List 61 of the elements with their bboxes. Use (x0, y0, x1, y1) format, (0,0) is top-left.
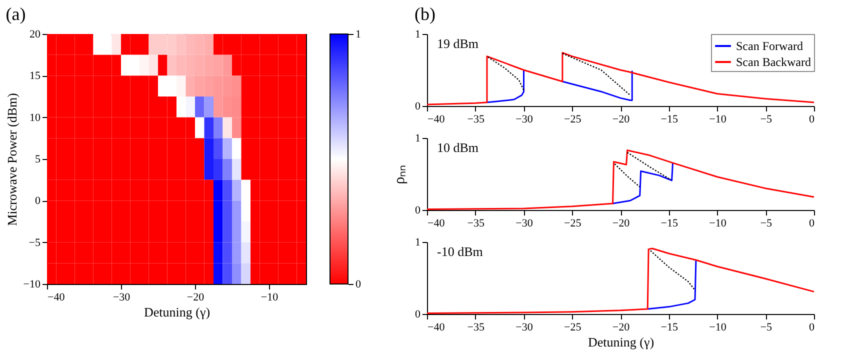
x-tick-label: −15 (660, 322, 678, 334)
x-tick-label: 0 (809, 114, 815, 126)
x-tick-label: −40 (428, 114, 446, 126)
x-tick-label: −25 (564, 322, 582, 334)
x-tick-label: −15 (660, 114, 678, 126)
y-tick-label: 1 (415, 132, 420, 144)
x-tick-label: −25 (564, 218, 582, 230)
x-tick-label: −35 (467, 218, 485, 230)
y-tick-label: 1 (415, 236, 420, 248)
legend-label: Scan Forward (736, 39, 803, 53)
color-bar-label: 0 (356, 278, 362, 290)
legend-label: Scan Backward (736, 55, 811, 69)
line-series (487, 56, 524, 91)
line-series (650, 250, 696, 291)
x-tick-label: −20 (612, 322, 630, 334)
x-tick-label: −30 (516, 114, 534, 126)
y-tick-label: 0 (35, 195, 41, 208)
y-tick-label: 20 (30, 28, 41, 40)
x-tick-label: −20 (612, 114, 630, 126)
y-tick-label: 1 (415, 28, 420, 40)
annotation: 19 dBm (437, 36, 479, 51)
y-tick-label: −10 (23, 278, 41, 290)
x-axis-title: Detuning (γ) (588, 334, 654, 350)
x-tick-label: −30 (516, 218, 534, 230)
x-tick-label: −35 (467, 114, 485, 126)
annotation: 10 dBm (437, 140, 479, 155)
y-axis-title: ρₙₙ (392, 164, 408, 184)
y-tick-label: 10 (30, 112, 41, 124)
x-tick-label: −10 (709, 114, 727, 126)
x-tick-label: 0 (809, 322, 815, 334)
y-tick-label: −5 (28, 236, 41, 249)
x-tick-label: −40 (428, 218, 446, 230)
y-tick-label: 15 (30, 70, 41, 82)
annotation: -10 dBm (437, 244, 483, 259)
x-tick-label: −40 (48, 292, 66, 304)
y-tick-label: 5 (35, 154, 41, 166)
x-tick-label: −40 (428, 322, 446, 334)
x-tick-label: −5 (760, 322, 772, 334)
color-bar-label: 1 (356, 28, 361, 40)
x-tick-label: −20 (186, 292, 205, 304)
chart-title: (a) (6, 4, 26, 24)
x-tick-label: −25 (564, 114, 582, 126)
line-series (646, 259, 697, 310)
x-tick-label: −5 (760, 114, 772, 126)
x-axis-title: Detuning (γ) (144, 304, 210, 320)
y-tick-label: 0 (415, 100, 421, 112)
x-tick-label: −30 (516, 322, 534, 334)
x-tick-label: −35 (467, 322, 485, 334)
x-tick-label: −15 (660, 218, 678, 230)
x-tick-label: −10 (709, 322, 727, 334)
x-tick-label: 0 (809, 218, 815, 230)
x-tick-label: −5 (760, 218, 772, 230)
chart-title: (b) (414, 4, 436, 24)
x-tick-label: −10 (709, 218, 727, 230)
x-tick-label: −30 (112, 292, 131, 304)
y-tick-label: 0 (415, 204, 421, 216)
y-tick-label: 0 (415, 308, 421, 320)
x-tick-label: −10 (260, 292, 279, 304)
x-tick-label: −20 (612, 218, 630, 230)
line-series (612, 162, 674, 204)
y-axis-title: Microwave Power (dBm) (4, 93, 20, 226)
